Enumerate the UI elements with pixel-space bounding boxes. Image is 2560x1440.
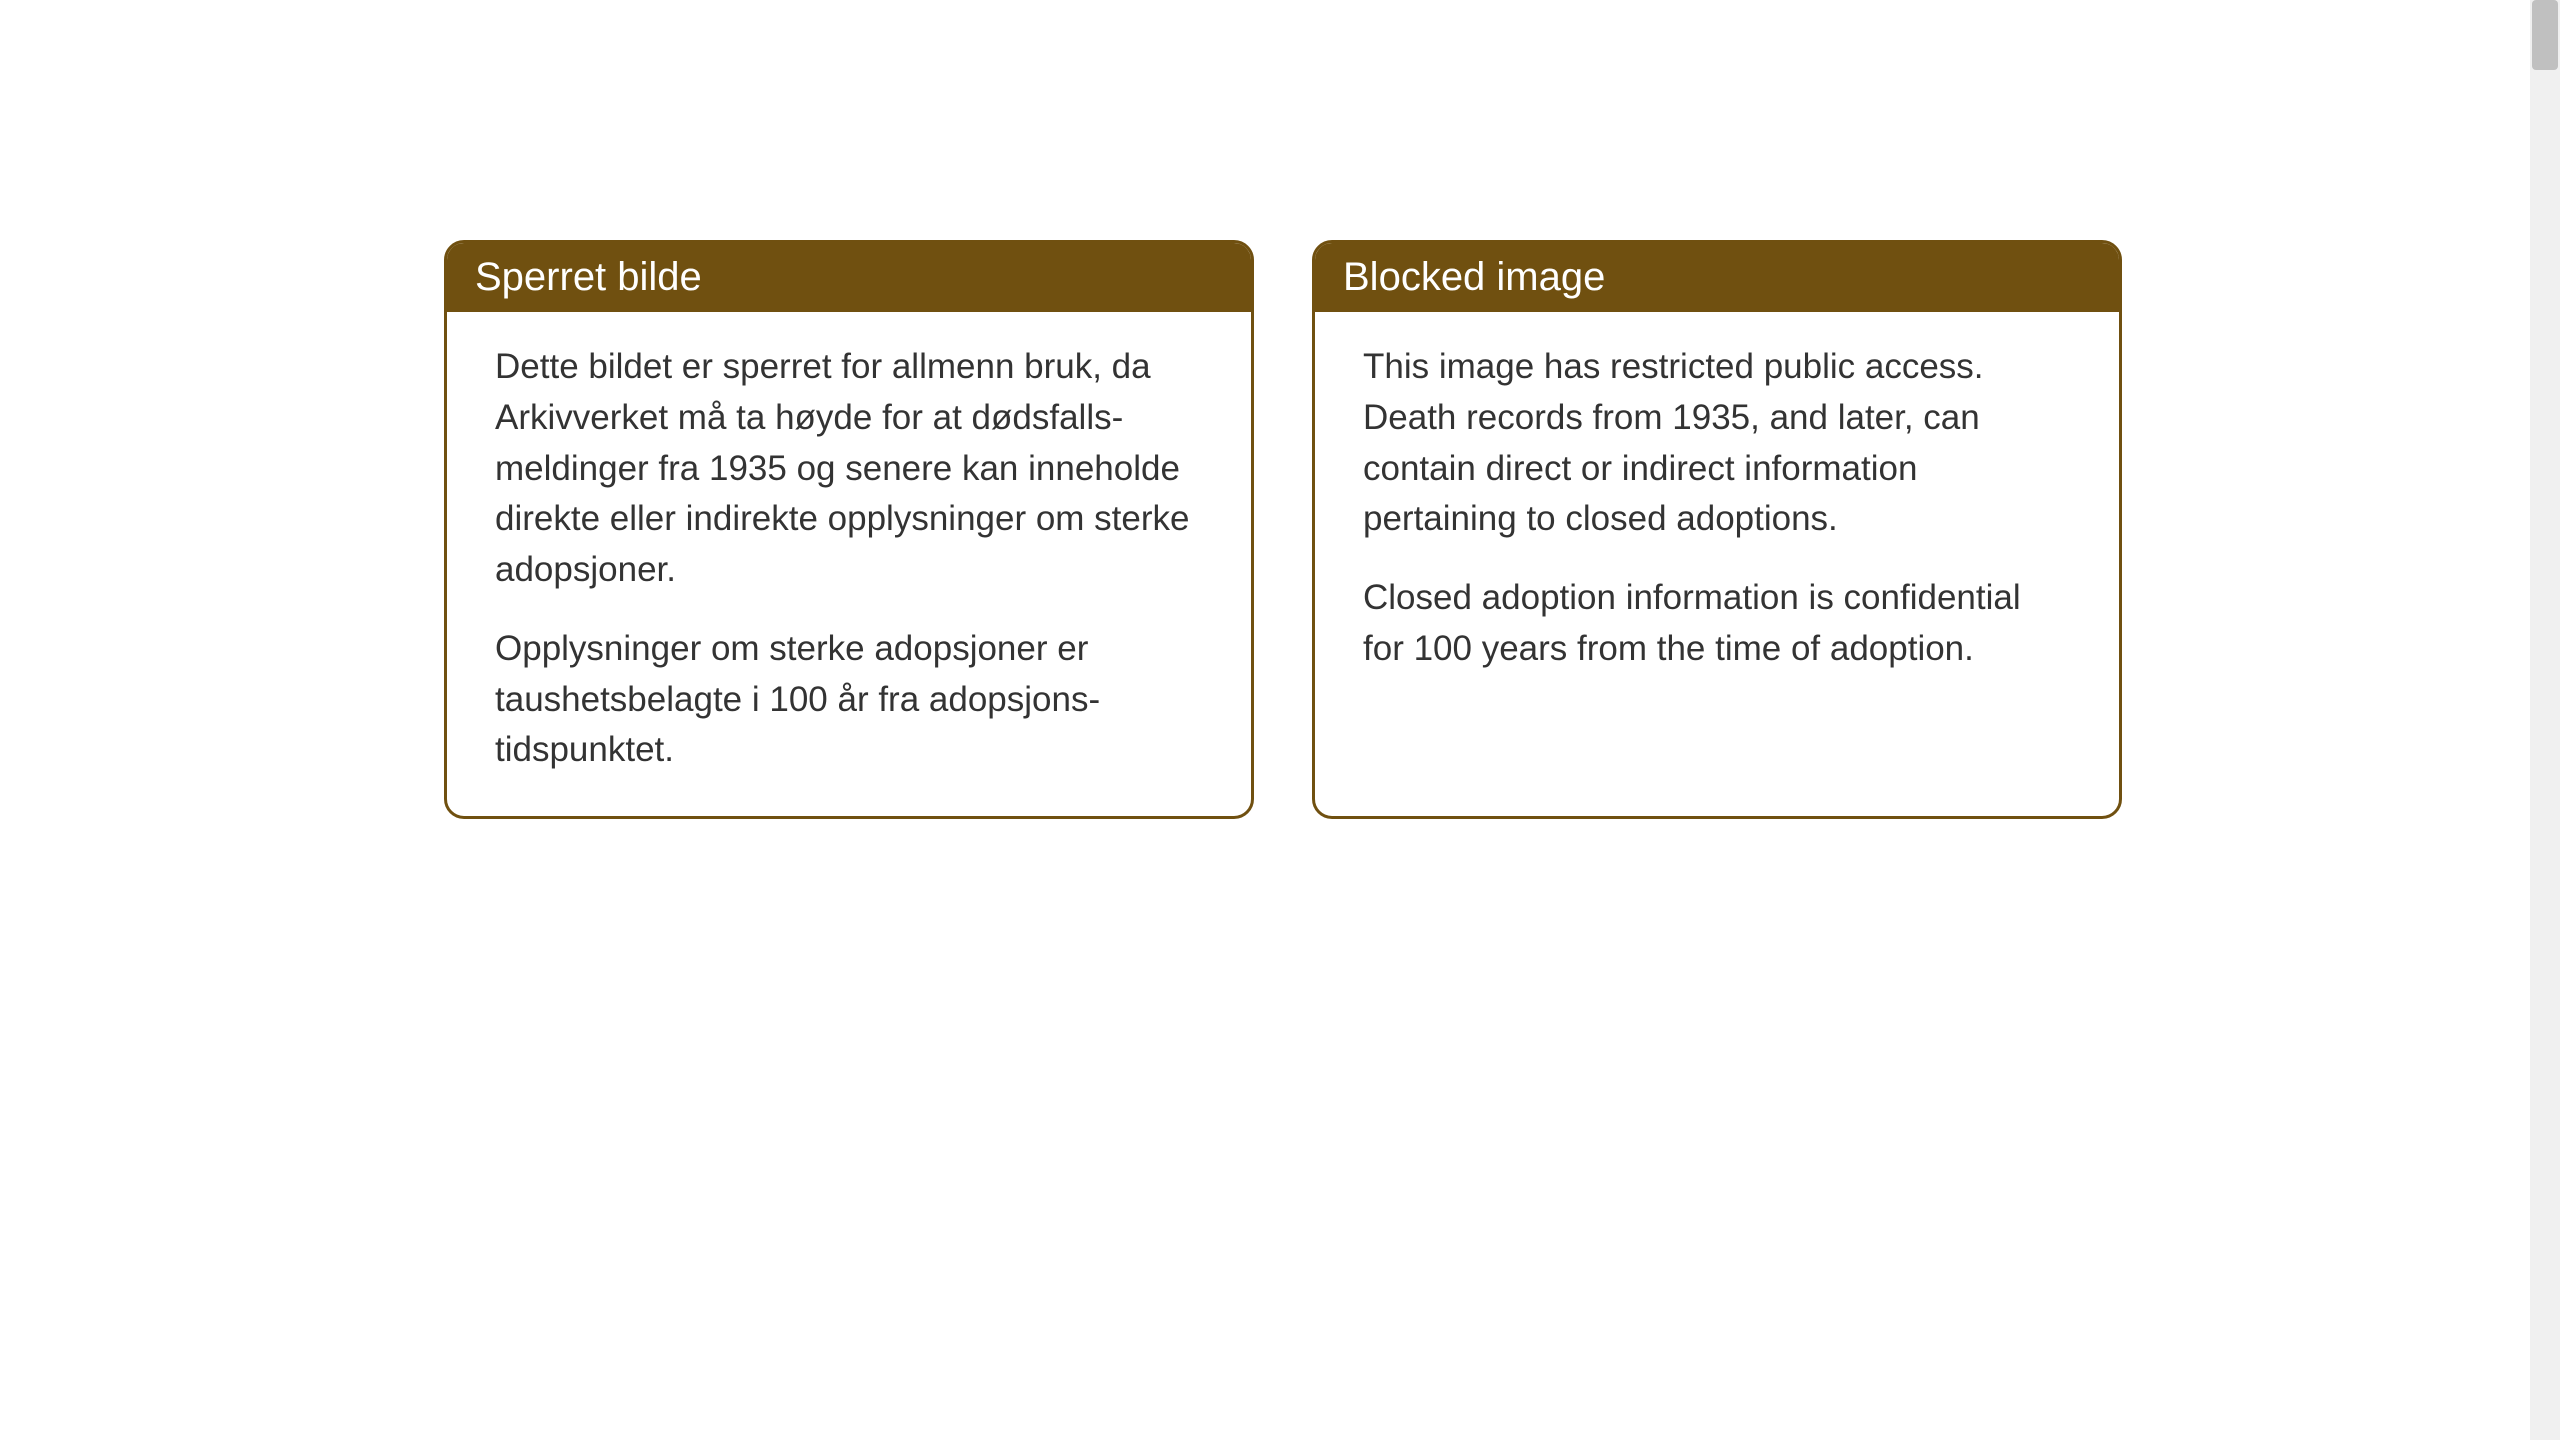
card-norwegian-header: Sperret bilde [447, 243, 1251, 312]
card-norwegian-paragraph-1: Dette bildet er sperret for allmenn bruk… [495, 342, 1203, 596]
card-english-title: Blocked image [1343, 255, 1605, 299]
scrollbar-thumb[interactable] [2532, 0, 2558, 70]
card-english-paragraph-1: This image has restricted public access.… [1363, 342, 2071, 545]
card-english-header: Blocked image [1315, 243, 2119, 312]
card-norwegian: Sperret bilde Dette bildet er sperret fo… [444, 240, 1254, 819]
card-english: Blocked image This image has restricted … [1312, 240, 2122, 819]
card-norwegian-body: Dette bildet er sperret for allmenn bruk… [447, 312, 1251, 816]
card-norwegian-title: Sperret bilde [475, 255, 702, 299]
card-english-body: This image has restricted public access.… [1315, 312, 2119, 752]
cards-container: Sperret bilde Dette bildet er sperret fo… [0, 0, 2560, 819]
card-norwegian-paragraph-2: Opplysninger om sterke adopsjoner er tau… [495, 624, 1203, 776]
card-english-paragraph-2: Closed adoption information is confident… [1363, 573, 2071, 675]
vertical-scrollbar[interactable] [2530, 0, 2560, 1440]
